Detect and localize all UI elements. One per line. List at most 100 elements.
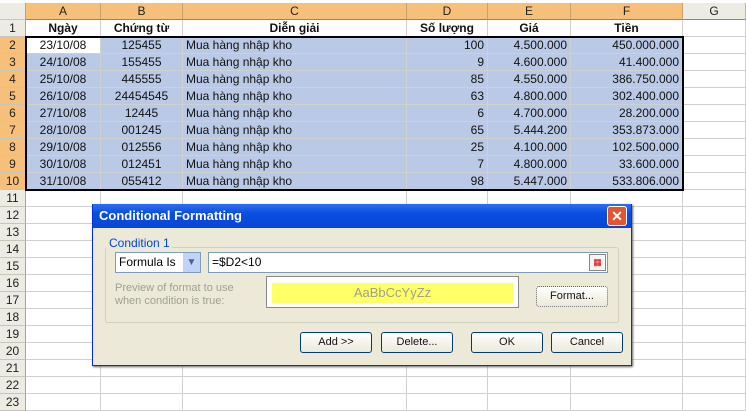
cell-E4[interactable]: 4.550.000: [488, 71, 571, 88]
cell-F21[interactable]: [571, 360, 683, 377]
cell-C8[interactable]: Mua hàng nhập kho: [183, 139, 407, 156]
cell-A2[interactable]: 23/10/08: [26, 37, 101, 54]
cell-G2[interactable]: [683, 37, 746, 54]
cell-E2[interactable]: 4.500.000: [488, 37, 571, 54]
cell-E3[interactable]: 4.600.000: [488, 54, 571, 71]
cell-A22[interactable]: [26, 377, 101, 394]
cell-B22[interactable]: [101, 377, 183, 394]
cell-G15[interactable]: [683, 258, 746, 275]
cell-D3[interactable]: 9: [407, 54, 488, 71]
cancel-button[interactable]: Cancel: [551, 332, 623, 353]
cell-C22[interactable]: [183, 377, 407, 394]
row-header-23[interactable]: 23: [0, 394, 26, 411]
row-header-2[interactable]: 2: [0, 37, 26, 54]
column-header-D[interactable]: D: [407, 3, 488, 20]
cell-G18[interactable]: [683, 309, 746, 326]
cell-A11[interactable]: [26, 190, 101, 207]
cell-A10[interactable]: 31/10/08: [26, 173, 101, 190]
row-header-20[interactable]: 20: [0, 343, 26, 360]
row-header-1[interactable]: 1: [0, 20, 26, 37]
cell-D5[interactable]: 63: [407, 88, 488, 105]
cell-A16[interactable]: [26, 275, 101, 292]
cell-A21[interactable]: [26, 360, 101, 377]
row-header-10[interactable]: 10: [0, 173, 26, 190]
cell-E23[interactable]: [488, 394, 571, 411]
cell-B6[interactable]: 12445: [101, 105, 183, 122]
add-button[interactable]: Add >>: [300, 332, 372, 353]
cell-E9[interactable]: 4.800.000: [488, 156, 571, 173]
cell-D6[interactable]: 6: [407, 105, 488, 122]
select-all-corner[interactable]: [0, 3, 26, 20]
cell-C7[interactable]: Mua hàng nhập kho: [183, 122, 407, 139]
cell-A15[interactable]: [26, 258, 101, 275]
cell-F4[interactable]: 386.750.000: [571, 71, 683, 88]
cell-A4[interactable]: 25/10/08: [26, 71, 101, 88]
cell-A17[interactable]: [26, 292, 101, 309]
cell-D22[interactable]: [407, 377, 488, 394]
cell-F9[interactable]: 33.600.000: [571, 156, 683, 173]
cell-G12[interactable]: [683, 207, 746, 224]
cell-G8[interactable]: [683, 139, 746, 156]
row-header-7[interactable]: 7: [0, 122, 26, 139]
column-header-F[interactable]: F: [571, 3, 683, 20]
cell-D2[interactable]: 100: [407, 37, 488, 54]
cell-B1[interactable]: Chứng từ: [101, 20, 183, 37]
column-header-E[interactable]: E: [488, 3, 571, 20]
cell-B5[interactable]: 24454545: [101, 88, 183, 105]
row-header-16[interactable]: 16: [0, 275, 26, 292]
cell-F22[interactable]: [571, 377, 683, 394]
cell-C5[interactable]: Mua hàng nhập kho: [183, 88, 407, 105]
formula-input[interactable]: =$D2<10 ▦: [208, 252, 608, 273]
cell-G9[interactable]: [683, 156, 746, 173]
cell-A9[interactable]: 30/10/08: [26, 156, 101, 173]
row-header-11[interactable]: 11: [0, 190, 26, 207]
cell-B23[interactable]: [101, 394, 183, 411]
cell-E7[interactable]: 5.444.200: [488, 122, 571, 139]
cell-G17[interactable]: [683, 292, 746, 309]
delete-button[interactable]: Delete...: [381, 332, 453, 353]
cell-A19[interactable]: [26, 326, 101, 343]
row-header-22[interactable]: 22: [0, 377, 26, 394]
cell-D23[interactable]: [407, 394, 488, 411]
cell-E10[interactable]: 5.447.000: [488, 173, 571, 190]
row-header-15[interactable]: 15: [0, 258, 26, 275]
cell-E1[interactable]: Giá: [488, 20, 571, 37]
collapse-dialog-icon[interactable]: ▦: [589, 254, 606, 271]
cell-A14[interactable]: [26, 241, 101, 258]
row-header-19[interactable]: 19: [0, 326, 26, 343]
cell-B4[interactable]: 445555: [101, 71, 183, 88]
cell-A12[interactable]: [26, 207, 101, 224]
cell-C10[interactable]: Mua hàng nhập kho: [183, 173, 407, 190]
cell-D10[interactable]: 98: [407, 173, 488, 190]
cell-F7[interactable]: 353.873.000: [571, 122, 683, 139]
cell-C21[interactable]: [183, 360, 407, 377]
cell-B3[interactable]: 155455: [101, 54, 183, 71]
cell-A7[interactable]: 28/10/08: [26, 122, 101, 139]
cell-G10[interactable]: [683, 173, 746, 190]
column-header-A[interactable]: A: [26, 3, 101, 20]
cell-A20[interactable]: [26, 343, 101, 360]
cell-F2[interactable]: 450.000.000: [571, 37, 683, 54]
cell-F23[interactable]: [571, 394, 683, 411]
condition-type-select[interactable]: Formula Is ▼: [115, 252, 201, 273]
cell-D9[interactable]: 7: [407, 156, 488, 173]
cell-F6[interactable]: 28.200.000: [571, 105, 683, 122]
row-header-21[interactable]: 21: [0, 360, 26, 377]
cell-B8[interactable]: 012556: [101, 139, 183, 156]
row-header-8[interactable]: 8: [0, 139, 26, 156]
cell-A1[interactable]: Ngày: [26, 20, 101, 37]
cell-B10[interactable]: 055412: [101, 173, 183, 190]
cell-E21[interactable]: [488, 360, 571, 377]
cell-E8[interactable]: 4.100.000: [488, 139, 571, 156]
cell-G13[interactable]: [683, 224, 746, 241]
cell-A8[interactable]: 29/10/08: [26, 139, 101, 156]
cell-C2[interactable]: Mua hàng nhập kho: [183, 37, 407, 54]
cell-G11[interactable]: [683, 190, 746, 207]
format-button[interactable]: Format...: [536, 286, 608, 307]
cell-B7[interactable]: 001245: [101, 122, 183, 139]
row-header-6[interactable]: 6: [0, 105, 26, 122]
cell-G1[interactable]: [683, 20, 746, 37]
close-icon[interactable]: ✕: [607, 206, 627, 226]
cell-C23[interactable]: [183, 394, 407, 411]
cell-A23[interactable]: [26, 394, 101, 411]
